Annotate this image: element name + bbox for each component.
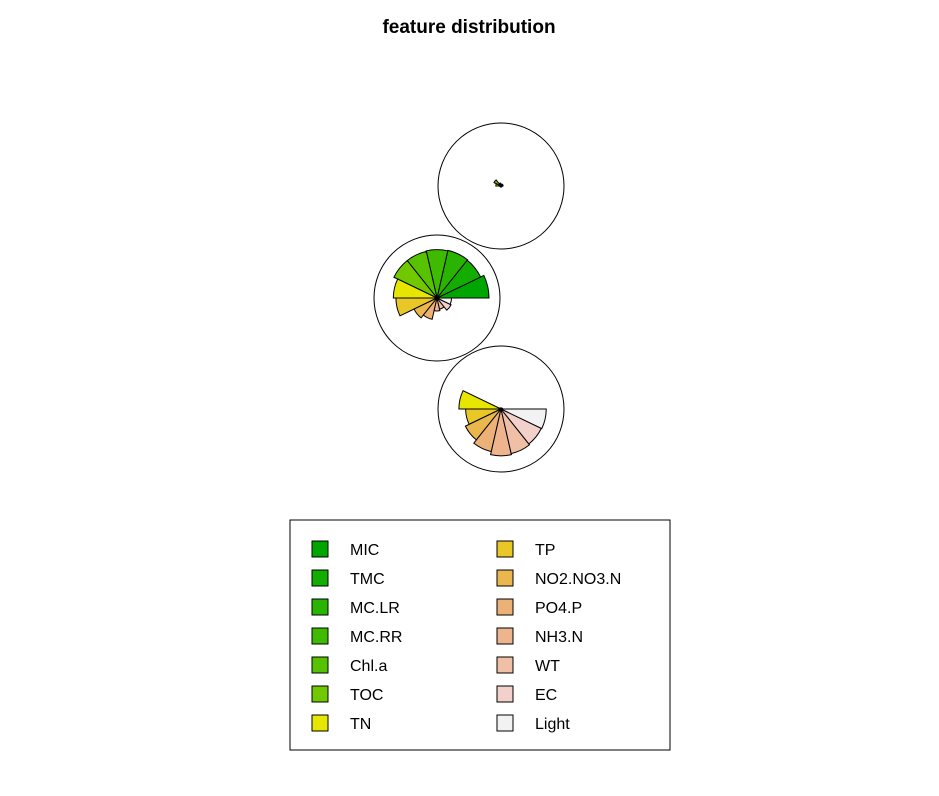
legend-label: NH3.N xyxy=(535,629,583,646)
legend-swatch xyxy=(496,656,514,674)
star-outline-circle xyxy=(437,345,565,473)
legend-label: TOC xyxy=(350,687,383,704)
legend-swatch xyxy=(311,627,329,645)
star-outline-circle xyxy=(373,234,501,362)
segment-nh3-n xyxy=(489,408,513,457)
star-plot-2 xyxy=(373,234,501,362)
legend-swatch xyxy=(496,685,514,703)
star-plot-3 xyxy=(437,345,565,473)
segment-po4-p xyxy=(422,297,438,320)
segment-tn xyxy=(495,183,502,187)
legend-label: MC.RR xyxy=(350,629,402,646)
legend-label: EC xyxy=(535,687,557,704)
legend-label: TMC xyxy=(350,571,385,588)
legend-swatch xyxy=(496,598,514,616)
legend-swatch xyxy=(496,540,514,558)
segment-mc-lr xyxy=(436,249,469,299)
legend-swatch xyxy=(311,685,329,703)
legend-label: TN xyxy=(350,716,371,733)
legend-swatch xyxy=(311,656,329,674)
star-plot-1 xyxy=(437,122,565,250)
legend-swatch xyxy=(311,598,329,616)
segment-mc-rr xyxy=(425,249,449,299)
segment-toc xyxy=(393,259,438,299)
segment-nh3-n xyxy=(433,297,441,312)
legend-label: MIC xyxy=(350,542,379,559)
segment-no2-no3-n xyxy=(413,297,438,319)
segment-light xyxy=(436,297,453,305)
segment-ec xyxy=(436,297,452,311)
segment-tn xyxy=(392,278,438,299)
legend-swatch xyxy=(311,569,329,587)
star-outline-circle xyxy=(437,122,565,250)
legend-label: WT xyxy=(535,658,560,675)
legend-swatch xyxy=(311,714,329,732)
legend: MIC TMC MC.LR MC.RR Chl.a TOC TN TP NO2.NO3.N PO4… xyxy=(289,519,671,751)
legend-label: NO2.NO3.N xyxy=(535,571,621,588)
legend-label: PO4.P xyxy=(535,600,582,617)
legend-swatch xyxy=(311,540,329,558)
legend-label: TP xyxy=(535,542,555,559)
segment-wt xyxy=(500,408,531,455)
legend-label: Light xyxy=(535,716,570,733)
chart-title: feature distribution xyxy=(382,17,555,38)
legend-swatch xyxy=(496,627,514,645)
segment-toc xyxy=(493,179,502,187)
segment-light xyxy=(500,408,547,430)
segment-tn xyxy=(458,390,502,410)
legend-label: Chl.a xyxy=(350,658,387,675)
legend-swatch xyxy=(496,714,514,732)
segment-mic xyxy=(436,274,490,299)
legend-swatch xyxy=(496,569,514,587)
legend-label: MC.LR xyxy=(350,600,400,617)
legend-box xyxy=(289,519,671,751)
star-plots xyxy=(373,122,565,473)
